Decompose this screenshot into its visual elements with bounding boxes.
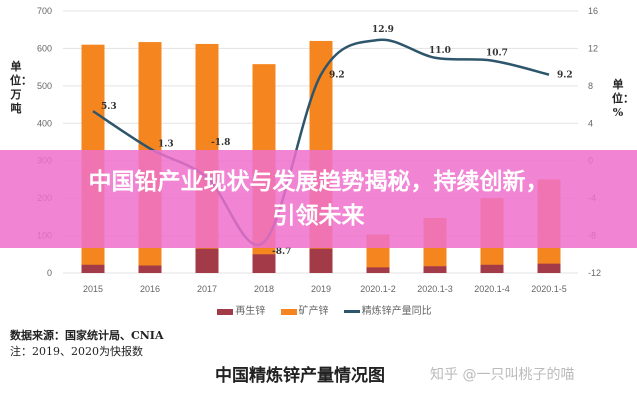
data-label: 5.3 [101, 102, 117, 112]
x-tick-label: 2015 [83, 284, 103, 294]
source-text: 数据来源：国家统计局、CNIA [10, 329, 164, 342]
chart-title: 中国精炼锌产量情况图 [215, 366, 385, 386]
legend-label: 矿产锌 [298, 306, 329, 317]
data-label: 12.9 [372, 25, 394, 35]
legend-swatch-mined [280, 308, 297, 315]
data-label: 9.2 [329, 71, 345, 81]
bar-recycled [423, 266, 447, 273]
y2-axis-label: 单位：% [612, 78, 634, 119]
x-tick-label: 2018 [254, 284, 274, 294]
bar-recycled [309, 248, 333, 273]
bar-recycled [195, 248, 219, 273]
bar-recycled [81, 264, 105, 273]
legend-label: 再生锌 [235, 306, 266, 317]
bar-recycled [480, 264, 504, 273]
data-label: -1.8 [211, 138, 230, 148]
y2-tick-label: 16 [588, 6, 598, 16]
watermark: 知乎 @一只叫桃子的喵 [430, 367, 575, 383]
data-label: 1.3 [158, 140, 174, 150]
legend: 再生锌 矿产锌 精炼锌产量同比 [0, 302, 637, 317]
x-tick-label: 2020.1-3 [417, 284, 453, 294]
x-tick-label: 2020.1-4 [474, 284, 510, 294]
y-axis-label: 单位：万吨 [10, 60, 32, 115]
x-tick-label: 2019 [311, 284, 331, 294]
legend-swatch-yoy [343, 310, 360, 313]
y2-tick-label: 12 [588, 43, 598, 53]
data-label: 9.2 [557, 71, 573, 81]
x-tick-label: 2020.1-2 [360, 284, 396, 294]
bar-recycled [138, 265, 162, 273]
bar-recycled [366, 267, 390, 273]
y2-tick-label: -12 [588, 268, 601, 278]
data-label: -8.7 [272, 247, 291, 257]
legend-swatch-recycled [217, 308, 234, 315]
x-tick-label: 2020.1-5 [531, 284, 567, 294]
bar-recycled [537, 263, 561, 273]
source-note: 数据来源：国家统计局、CNIA 注：2019、2020为快报数 [10, 328, 164, 360]
x-tick-label: 2016 [140, 284, 160, 294]
overlay-banner: 中国铅产业现状与发展趋势揭秘，持续创新，引领未来 [0, 150, 637, 248]
data-label: 10.7 [486, 49, 508, 59]
legend-label: 精炼锌产量同比 [361, 306, 432, 317]
data-label: 11.0 [429, 46, 451, 56]
y2-tick-label: 4 [588, 118, 593, 128]
overlay-title: 中国铅产业现状与发展趋势揭秘，持续创新，引领未来 [88, 169, 549, 229]
bar-recycled [252, 254, 276, 273]
y-tick-label: 400 [37, 118, 52, 128]
y-tick-label: 500 [37, 81, 52, 91]
x-tick-label: 2017 [197, 284, 217, 294]
y-tick-label: 600 [37, 43, 52, 53]
y-tick-label: 700 [37, 6, 52, 16]
y2-tick-label: 8 [588, 81, 593, 91]
y-tick-label: 0 [47, 268, 52, 278]
note-text: 注：2019、2020为快报数 [10, 345, 143, 358]
